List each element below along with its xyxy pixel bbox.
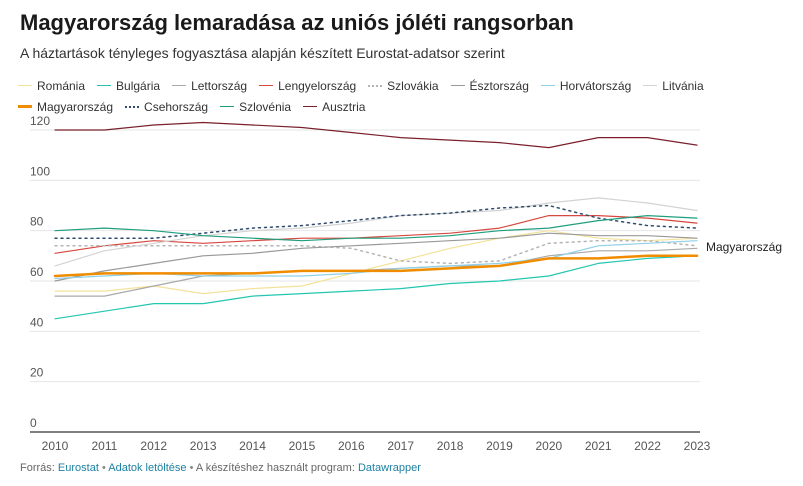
footer-download-link[interactable]: Adatok letöltése bbox=[108, 462, 187, 474]
legend-label: Horvátország bbox=[559, 78, 632, 93]
legend-label: Lettország bbox=[191, 78, 248, 93]
legend-swatch bbox=[18, 85, 32, 86]
legend-item-szlovenia: Szlovénia bbox=[220, 100, 291, 114]
series-line-ausztria bbox=[54, 121, 698, 149]
y-tick-label: 40 bbox=[30, 315, 44, 329]
series-line-csehorszag bbox=[54, 204, 698, 239]
legend-label: Bulgária bbox=[116, 78, 161, 93]
x-tick-label: 2022 bbox=[634, 439, 661, 453]
legend-swatch bbox=[450, 85, 465, 86]
chart-subtitle: A háztartások tényleges fogyasztása alap… bbox=[20, 45, 505, 61]
series-line-lengyelorszag bbox=[54, 215, 698, 254]
x-tick-label: 2011 bbox=[91, 439, 117, 453]
legend-label: Magyarország bbox=[37, 99, 114, 114]
legend-label: Ausztria bbox=[322, 99, 366, 114]
legend-label: Szlovákia bbox=[387, 78, 439, 93]
legend-swatch bbox=[97, 85, 112, 86]
series-line-litvania bbox=[54, 197, 698, 267]
legend-item-horvatorszag: Horvátország bbox=[540, 78, 632, 93]
y-tick-label: 60 bbox=[30, 265, 44, 279]
legend-swatch bbox=[303, 106, 318, 107]
x-tick-label: 2019 bbox=[486, 439, 513, 453]
footer: Forrás: Eurostat • Adatok letöltése • A … bbox=[20, 462, 421, 474]
legend-item-ausztria: Ausztria bbox=[303, 100, 365, 114]
legend-label: Észtország bbox=[469, 78, 529, 93]
legend-item-esztorszag: Észtország bbox=[450, 78, 529, 93]
legend-label: Litvánia bbox=[662, 78, 704, 93]
legend-item-csehorszag: Csehország bbox=[125, 100, 208, 114]
legend-label: Csehország bbox=[144, 99, 209, 114]
legend-item-lengyelorszag: Lengyelország bbox=[259, 79, 356, 93]
legend-item-magyarorszag: Magyarország bbox=[18, 100, 113, 114]
x-tick-label: 2023 bbox=[684, 439, 711, 453]
x-tick-label: 2018 bbox=[437, 439, 464, 453]
x-tick-label: 2015 bbox=[289, 439, 316, 453]
legend-swatch bbox=[643, 85, 658, 86]
footer-tool-link[interactable]: Datawrapper bbox=[357, 462, 421, 474]
legend-swatch bbox=[220, 106, 235, 107]
legend-label: Lengyelország bbox=[278, 78, 357, 93]
footer-source-label: Forrás: bbox=[20, 462, 55, 474]
legend-swatch bbox=[540, 85, 555, 86]
series-line-bulgaria bbox=[54, 255, 698, 320]
legend-swatch bbox=[172, 85, 187, 86]
legend-swatch bbox=[125, 105, 140, 108]
legend-swatch bbox=[259, 85, 274, 86]
y-tick-label: 120 bbox=[30, 114, 50, 128]
legend-row-2: Magyarország Csehország Szlovénia Ausztria bbox=[18, 96, 788, 117]
legend-item-romania: Románia bbox=[18, 79, 85, 93]
end-label-magyarorszag: Magyarország bbox=[706, 240, 782, 254]
x-tick-label: 2017 bbox=[387, 439, 414, 453]
legend-swatch bbox=[368, 84, 383, 87]
footer-tool-text: A készítéshez használt program: bbox=[195, 462, 355, 474]
x-tick-label: 2021 bbox=[585, 439, 612, 453]
legend-swatch bbox=[18, 105, 32, 108]
legend-item-bulgaria: Bulgária bbox=[97, 79, 160, 93]
legend-item-litvania: Litvánia bbox=[643, 78, 704, 93]
series-line-szlovakia bbox=[54, 239, 698, 265]
chart-legend: Románia Bulgária Lettország Lengyelország Sz… bbox=[18, 75, 788, 117]
legend-row-1: Románia Bulgária Lettország Lengyelország Sz… bbox=[18, 75, 788, 96]
x-tick-label: 2012 bbox=[140, 439, 167, 453]
y-tick-label: 80 bbox=[30, 215, 44, 229]
footer-separator: • bbox=[101, 462, 106, 474]
y-tick-label: 0 bbox=[30, 416, 37, 430]
legend-item-szlovakia: Szlovákia bbox=[368, 78, 439, 93]
y-tick-label: 100 bbox=[30, 164, 50, 178]
legend-label: Románia bbox=[37, 78, 86, 93]
x-tick-label: 2013 bbox=[190, 439, 217, 453]
x-tick-label: 2010 bbox=[42, 439, 69, 453]
y-tick-label: 20 bbox=[30, 366, 44, 380]
x-tick-label: 2020 bbox=[535, 439, 562, 453]
series-line-romania bbox=[54, 230, 698, 295]
series-line-esztorszag bbox=[54, 232, 698, 282]
legend-item-lettorszag: Lettország bbox=[172, 79, 247, 93]
series-line-szlovenia bbox=[54, 215, 698, 242]
footer-source-link[interactable]: Eurostat bbox=[57, 462, 99, 474]
x-tick-label: 2014 bbox=[239, 439, 266, 453]
footer-separator: • bbox=[189, 462, 194, 474]
legend-label: Szlovénia bbox=[239, 99, 292, 114]
x-tick-label: 2016 bbox=[338, 439, 365, 453]
chart-title: Magyarország lemaradása az uniós jóléti … bbox=[20, 10, 574, 35]
series-line-magyarorszag bbox=[53, 254, 699, 278]
